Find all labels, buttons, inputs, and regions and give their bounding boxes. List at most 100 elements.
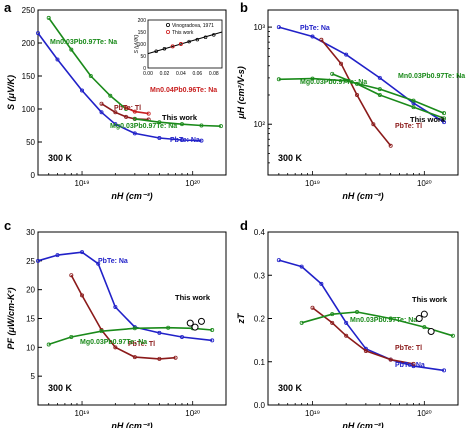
data-point [80, 293, 85, 298]
y-tick-label: 0.0 [254, 401, 266, 410]
data-point [157, 330, 162, 335]
x-axis-label: nH (cm⁻³) [342, 191, 383, 201]
data-point [330, 312, 335, 317]
data-point [113, 345, 118, 350]
x-axis-label: nH (cm⁻³) [111, 191, 152, 201]
series-line [37, 251, 213, 342]
y-tick-label: 15 [26, 315, 35, 324]
data-point [442, 120, 447, 125]
x-tick-label: 10¹⁹ [305, 409, 320, 418]
data-point [88, 74, 93, 79]
inset-y-tick-label: 150 [138, 30, 147, 36]
data-point [113, 304, 118, 309]
y-axis-label: zT [236, 312, 246, 325]
this-work-point [415, 315, 423, 322]
this-work-label: This work [412, 295, 448, 304]
data-point [113, 110, 118, 115]
data-point [344, 333, 349, 338]
panel-b: b 10² 10³ 10¹⁹ 10²⁰ nH (cm⁻³) μH (cm²/V-s) 300 … [236, 0, 465, 201]
inset-legend-marker [165, 22, 170, 27]
data-point [99, 101, 104, 106]
x-tick-label: 10¹⁹ [305, 179, 320, 188]
series-line [301, 311, 454, 337]
data-point [132, 109, 137, 114]
data-point [344, 320, 349, 325]
series-label: Mg0.03Pb0.97Te: Na [110, 123, 177, 130]
data-point [442, 111, 447, 116]
data-point [344, 52, 349, 57]
series-label: Mn0.04Pb0.96Te: Na [150, 87, 217, 94]
y-tick-label: 250 [22, 6, 36, 15]
data-point [157, 120, 162, 125]
data-point [442, 368, 447, 373]
x-axis-label: nH (cm⁻³) [342, 421, 383, 428]
this-work-point [191, 323, 199, 331]
data-point [157, 356, 162, 361]
y-tick-label: 0.1 [254, 358, 266, 367]
y-tick-label: 30 [26, 228, 35, 237]
inset-frame [147, 19, 223, 69]
data-point [179, 122, 184, 127]
this-work-point [186, 319, 194, 327]
data-point [124, 114, 129, 119]
data-point [69, 47, 74, 52]
temperature-label: 300 K [278, 383, 303, 393]
data-point [310, 76, 315, 81]
panel-d: d 0.0 0.1 0.2 0.3 0.4 10¹⁹ 10²⁰ nH (cm⁻³) zT 300 K… [236, 218, 459, 428]
y-tick-label: 50 [26, 138, 35, 147]
data-point [422, 325, 427, 330]
series-label: PbTe: Tl [395, 345, 422, 352]
y-tick-label: 10² [253, 120, 265, 129]
inset-point [162, 47, 167, 51]
plot-frame [37, 231, 227, 406]
data-point [69, 273, 74, 278]
data-point [46, 15, 51, 20]
inset-point [178, 42, 183, 47]
data-point [276, 25, 281, 30]
data-point [355, 310, 360, 315]
this-work-label: This work [162, 113, 198, 122]
this-work-point [197, 317, 205, 325]
data-point [55, 57, 60, 62]
series-label: Mn0.03Pb0.97Te: Na [350, 317, 417, 324]
y-tick-label: 10³ [253, 23, 265, 32]
y-tick-label: 150 [22, 72, 36, 81]
series-line [70, 274, 176, 360]
y-axis-label: S (μV/K) [6, 75, 16, 110]
y-tick-label: 0.2 [254, 315, 266, 324]
x-tick-label: 10¹⁹ [75, 179, 90, 188]
x-tick-label: 10¹⁹ [75, 409, 90, 418]
inset-point [154, 49, 158, 53]
panel-letter: b [240, 0, 248, 15]
data-point [113, 122, 118, 127]
panel-letter: d [240, 218, 248, 233]
data-point [108, 93, 113, 98]
data-point [299, 320, 304, 325]
y-tick-label: 200 [22, 39, 36, 48]
inset-legend-label: This work [172, 30, 194, 36]
data-point [99, 110, 104, 115]
series-label: PbTe: Tl [395, 123, 422, 130]
this-work-point [420, 310, 428, 318]
panel-a: a 0 50 100 150 200 250 10¹⁹ 10²⁰ nH (cm⁻³) S (μV/K… [4, 0, 227, 201]
data-point [124, 105, 129, 110]
y-axis-label: PF (μW/cm-K²) [6, 288, 16, 350]
inset-legend-label: Vinogradova, 1971 [172, 23, 214, 29]
inset-y-tick-label: 100 [138, 42, 147, 48]
x-tick-label: 10²⁰ [185, 179, 200, 188]
data-point [310, 34, 315, 39]
data-point [80, 88, 85, 93]
panel-c: c 5 10 15 20 25 30 10¹⁹ 10²⁰ nH (cm⁻³) PF (μW/cm-K… [4, 218, 227, 428]
data-point [388, 357, 393, 362]
x-tick-label: 10²⁰ [185, 409, 200, 418]
x-axis-label: nH (cm⁻³) [111, 421, 152, 428]
data-point [173, 355, 178, 360]
inset-x-tick-label: 0.00 [143, 71, 153, 77]
this-work-label: This work [410, 115, 446, 124]
data-point [371, 122, 376, 127]
y-tick-label: 10 [26, 343, 35, 352]
data-point [377, 92, 382, 97]
data-point [166, 325, 171, 330]
data-point [411, 101, 416, 106]
series-label: PbTe: Na [395, 362, 425, 369]
